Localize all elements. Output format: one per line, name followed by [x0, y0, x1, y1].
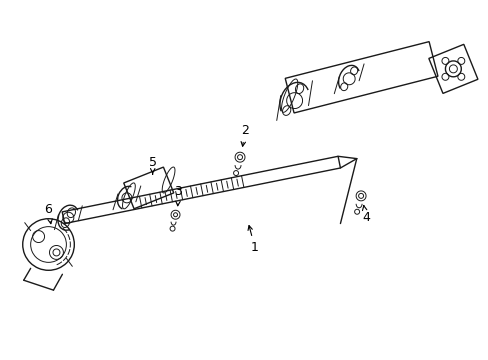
- Text: 2: 2: [241, 124, 248, 146]
- Text: 4: 4: [362, 206, 369, 224]
- Text: 5: 5: [148, 156, 156, 174]
- Text: 1: 1: [247, 226, 258, 254]
- Text: 3: 3: [174, 185, 182, 206]
- Text: 6: 6: [44, 203, 52, 224]
